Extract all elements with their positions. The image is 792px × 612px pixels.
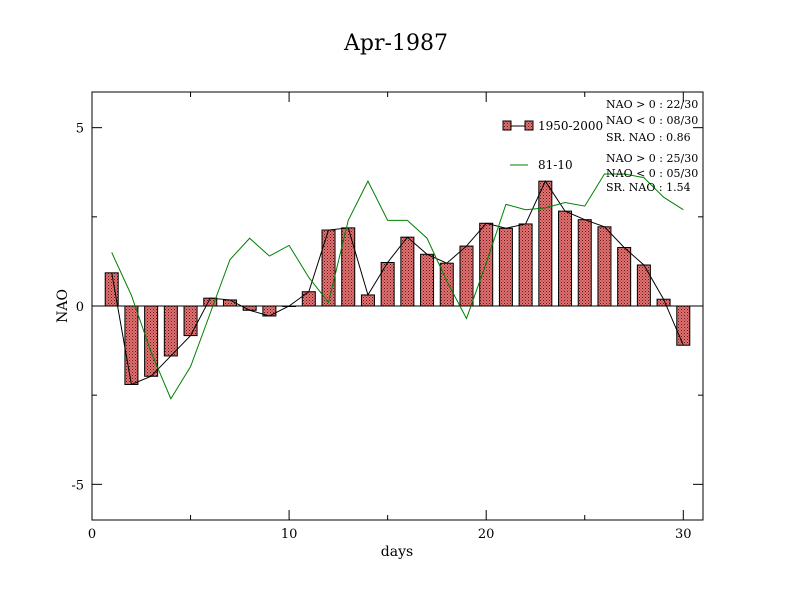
bar-day-27 [617,247,632,307]
legend-label-1950-2000: 1950-2000 [538,119,603,133]
line-series [92,173,703,400]
y-tick-label-5: 5 [76,122,84,137]
x-tick-label-0: 0 [88,527,96,542]
stat-1950-pos: NAO > 0 : 22/30 [606,98,698,111]
bar-day-19 [459,245,474,307]
bar-day-23 [538,180,553,307]
bar-day-21 [498,227,513,307]
legend-bar-swatch-left [502,120,512,131]
y-tick-label--5: -5 [71,478,84,493]
series-81-10-line [111,173,684,400]
bar-day-12 [321,229,336,307]
x-axis-label: days [381,544,413,560]
bar-day-14 [360,294,375,307]
x-tick-label-30: 30 [675,527,692,542]
bar-day-2 [124,305,139,385]
x-tick-label-20: 20 [478,527,495,542]
bar-day-16 [400,236,415,307]
bar-day-17 [420,253,435,307]
y-tick-label-0: 0 [76,300,84,315]
stat-8110-pos: NAO > 0 : 25/30 [606,152,698,165]
bar-day-30 [676,305,691,346]
bar-day-25 [577,219,592,307]
axis-ticks [91,92,703,520]
legend-bar-swatch-right [524,120,534,131]
x-tick-label-10: 10 [281,527,298,542]
stat-1950-sr: SR. NAO : 0.86 [606,131,691,144]
bar-day-3 [144,305,159,377]
bar-series-line [111,180,684,386]
stats-block: NAO > 0 : 22/30 NAO < 0 : 08/30 SR. NAO … [606,98,698,194]
bar-day-5 [183,305,198,337]
legend-label-81-10: 81-10 [538,158,573,172]
stat-8110-neg: NAO < 0 : 05/30 [606,167,698,180]
bar-day-7 [222,299,237,307]
bar-day-22 [518,223,533,307]
bar-day-11 [301,291,316,307]
bar-day-18 [439,262,454,307]
bar-day-24 [558,210,573,307]
chart-title: Apr-1987 [343,31,448,56]
axis-tick-labels: 0 10 20 30 -5 0 5 [71,122,691,542]
bar-day-28 [636,264,651,307]
bar-day-26 [597,226,612,307]
legend: 1950-2000 81-10 [502,119,603,172]
bar-series [104,180,691,385]
bar-day-4 [163,305,178,357]
stat-8110-sr: SR. NAO : 1.54 [606,181,691,194]
stat-1950-neg: NAO < 0 : 08/30 [606,114,698,127]
bar-day-15 [380,261,395,307]
y-axis-label: NAO [55,289,71,323]
